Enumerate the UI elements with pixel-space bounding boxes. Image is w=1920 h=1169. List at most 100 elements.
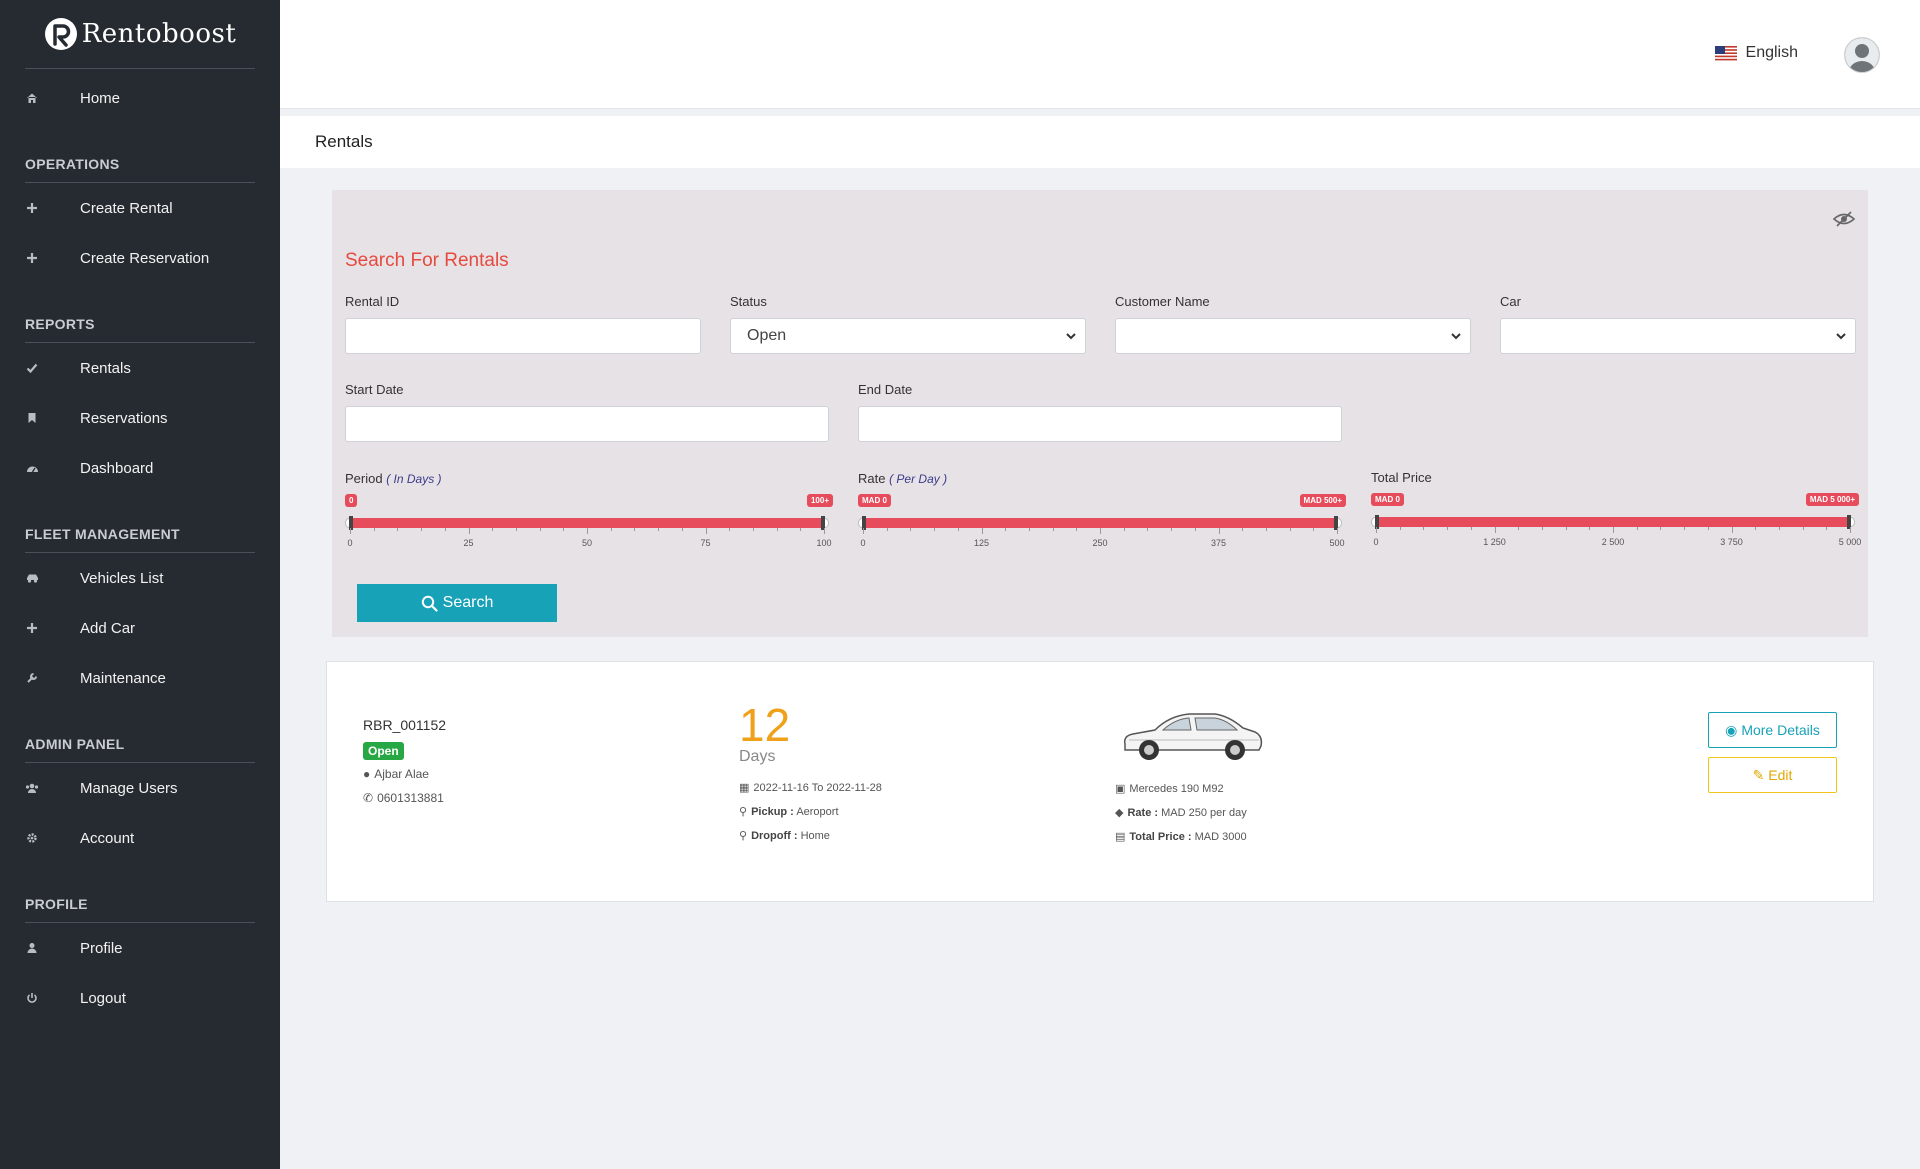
sidebar-nav: Home OPERATIONS Create Rental Create Reserv… <box>0 69 280 1023</box>
total-price-slider[interactable]: MAD 0 MAD 5 000+ 0 1 250 2 500 3 750 5 000 <box>1371 493 1861 553</box>
slider-tick <box>610 528 612 531</box>
plus-icon <box>25 251 39 265</box>
edit-button[interactable]: ✎ Edit <box>1708 757 1837 793</box>
slider-tick-label: 3 750 <box>1720 537 1743 547</box>
total-price-row: ▤ Total Price : MAD 3000 <box>1115 830 1247 843</box>
search-title: Search For Rentals <box>345 250 509 271</box>
slider-min-handle[interactable] <box>1375 515 1379 529</box>
rate-row: ◆ Rate : MAD 250 per day <box>1115 806 1247 819</box>
rate-label: Rate ( Per Day ) <box>858 471 947 486</box>
slider-min-tag: MAD 0 <box>858 494 891 507</box>
slider-max-handle[interactable] <box>1847 515 1851 529</box>
slider-max-tag: 100+ <box>806 494 833 507</box>
brand-logo[interactable]: Rentoboost <box>25 0 255 69</box>
slider-min-handle[interactable] <box>349 516 353 530</box>
status-select[interactable]: Open <box>730 318 1086 354</box>
slider-tick <box>421 528 423 531</box>
date-range-row: ▦ 2022-11-16 To 2022-11-28 <box>739 781 882 794</box>
slider-max-handle[interactable] <box>821 516 825 530</box>
pickup-row: ⚲ Pickup : Aeroport <box>739 805 839 818</box>
slider-tick <box>1171 528 1173 531</box>
slider-tick <box>800 528 802 531</box>
slider-tick <box>1218 528 1220 534</box>
money-icon: ▤ <box>1115 831 1126 843</box>
rate-slider[interactable]: MAD 0 MAD 500+ 0 125 250 375 500 <box>858 494 1346 554</box>
sidebar-item-label: Account <box>80 829 135 847</box>
slider-tick <box>587 528 588 534</box>
sidebar-item-account[interactable]: Account <box>0 813 280 863</box>
slider-tick <box>444 528 446 531</box>
page-header: Rentals <box>280 116 1920 168</box>
slider-max-tag: MAD 500+ <box>1299 494 1346 507</box>
end-date-input[interactable] <box>858 406 1342 442</box>
end-date-label: End Date <box>858 382 913 397</box>
dropoff-value: Home <box>800 830 830 842</box>
sidebar-item-create-rental[interactable]: Create Rental <box>0 183 280 233</box>
tag-icon: ◆ <box>1115 807 1124 819</box>
slider-tick <box>1707 527 1709 530</box>
search-button[interactable]: Search <box>357 584 557 622</box>
sidebar-item-manage-users[interactable]: Manage Users <box>0 763 280 813</box>
slider-tick <box>824 528 825 534</box>
eye-icon: ◉ <box>1725 721 1738 738</box>
user-avatar[interactable] <box>1844 37 1880 73</box>
map-marker-icon: ⚲ <box>739 830 748 842</box>
slider-tick <box>1100 528 1101 534</box>
sidebar-item-maintenance[interactable]: Maintenance <box>0 653 280 703</box>
sidebar-item-label: Create Rental <box>80 199 173 217</box>
period-slider[interactable]: 0 100+ 0 25 50 75 100 <box>345 494 833 554</box>
status-value: Open <box>747 327 787 344</box>
sidebar-item-label: Manage Users <box>80 779 178 797</box>
sidebar-item-label: Create Reservation <box>80 249 210 267</box>
period-label: Period ( In Days ) <box>345 471 442 486</box>
slider-tick <box>1123 528 1125 531</box>
sidebar-item-label: Home <box>80 89 121 107</box>
car-image <box>1123 713 1263 760</box>
rental-id-input[interactable] <box>345 318 701 354</box>
sidebar-item-label: Reservations <box>80 409 168 427</box>
chevron-down-icon <box>1066 333 1076 340</box>
sidebar-section-reports: REPORTS <box>25 301 255 343</box>
slider-track <box>350 518 824 528</box>
slider-tick <box>1589 527 1591 530</box>
users-icon <box>25 781 39 795</box>
edit-icon: ✎ <box>1752 766 1765 783</box>
slider-min-tag: 0 <box>345 494 358 507</box>
slider-tick <box>1376 527 1377 533</box>
slider-tick <box>515 528 517 531</box>
sidebar-item-create-reservation[interactable]: Create Reservation <box>0 233 280 283</box>
sidebar-item-logout[interactable]: Logout <box>0 973 280 1023</box>
car-select[interactable] <box>1500 318 1856 354</box>
car-icon: ▣ <box>1115 783 1126 795</box>
more-details-button[interactable]: ◉ More Details <box>1708 712 1837 748</box>
sidebar-item-home[interactable]: Home <box>0 73 280 123</box>
pickup-value: Aeroport <box>796 806 839 818</box>
sidebar-section-admin-panel: ADMIN PANEL <box>25 721 255 763</box>
rentoboost-logo-icon <box>44 18 77 50</box>
language-selector[interactable]: English <box>1714 44 1798 62</box>
sidebar-item-reservations[interactable]: Reservations <box>0 393 280 443</box>
slider-min-handle[interactable] <box>862 516 866 530</box>
slider-max-handle[interactable] <box>1334 516 1338 530</box>
eye-slash-icon[interactable] <box>1832 210 1856 233</box>
customer-name-select[interactable] <box>1115 318 1471 354</box>
slider-tick <box>1052 528 1054 531</box>
user-icon: ● <box>363 767 371 781</box>
sidebar-item-profile[interactable]: Profile <box>0 923 280 973</box>
sidebar-item-dashboard[interactable]: Dashboard <box>0 443 280 493</box>
slider-tick <box>1147 528 1149 531</box>
pickup-label: Pickup : <box>751 806 794 818</box>
start-date-input[interactable] <box>345 406 829 442</box>
rate-unit: ( Per Day ) <box>889 472 948 486</box>
slider-tick <box>1636 527 1638 530</box>
car-label: Car <box>1500 294 1521 309</box>
slider-min-tag: MAD 0 <box>1371 493 1404 506</box>
rental-card: RBR_001152 Open ● Ajbar Alae ✆ 0601313881 … <box>326 661 1874 902</box>
slider-tick <box>1494 527 1496 533</box>
sidebar-item-add-car[interactable]: Add Car <box>0 603 280 653</box>
language-label: English <box>1745 44 1798 61</box>
car-icon <box>25 571 39 585</box>
sidebar-item-vehicles-list[interactable]: Vehicles List <box>0 553 280 603</box>
slider-tick <box>1423 527 1425 530</box>
sidebar-item-rentals[interactable]: Rentals <box>0 343 280 393</box>
